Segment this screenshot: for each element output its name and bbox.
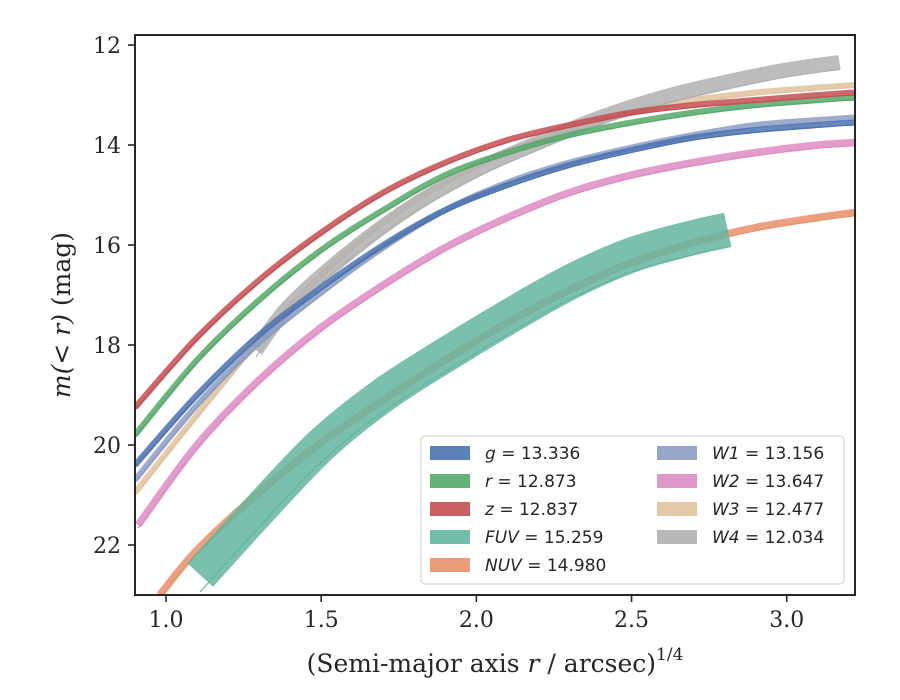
legend-entry-fuv: FUV = 15.259 (430, 528, 603, 548)
legend-label: W1 = 13.156 (712, 444, 824, 464)
y-tick-label: 18 (93, 334, 121, 359)
legend-box (420, 435, 845, 585)
series-r-edge (135, 99, 855, 438)
series-w2-band (135, 138, 855, 529)
y-axis-ticks: 12 14 16 18 20 22 (93, 34, 135, 559)
legend-label: z = 12.837 (484, 500, 578, 520)
series-w2-line (135, 138, 855, 528)
legend-entry-r: r = 12.873 (430, 472, 577, 492)
series-g-line (135, 119, 855, 467)
y-tick-label: 12 (93, 34, 121, 59)
legend-label: W3 = 12.477 (712, 500, 824, 520)
series-w1-band (135, 114, 855, 483)
series-z-edge (135, 94, 855, 411)
series-g-band (135, 119, 855, 468)
series-w2-edge (137, 145, 855, 529)
legend-entry-w1: W1 = 13.156 (657, 444, 824, 464)
legend-entry-w2: W2 = 13.647 (657, 472, 824, 492)
legend-swatch (657, 446, 697, 460)
series-z-band (135, 89, 855, 411)
series-g-edge (135, 124, 855, 468)
series-w4-edge (255, 68, 840, 358)
legend-label: W4 = 12.034 (712, 528, 824, 548)
legend-swatch (430, 558, 470, 572)
x-tick-label: 1.5 (304, 608, 339, 633)
legend-swatch (430, 530, 470, 544)
y-tick-label: 22 (93, 534, 121, 559)
y-tick-label: 20 (93, 434, 121, 459)
legend-label: NUV = 14.980 (485, 556, 606, 576)
legend-swatch (657, 530, 697, 544)
legend-swatch (657, 474, 697, 488)
legend-swatch (430, 502, 470, 516)
x-axis-ticks: 1.0 1.5 2.0 2.5 3.0 (149, 595, 804, 633)
y-tick-label: 14 (93, 134, 121, 159)
series-z-line (135, 89, 855, 410)
legend-swatch (430, 474, 470, 488)
legend-label: r = 12.873 (485, 472, 577, 492)
series-fuv-band (187, 212, 732, 593)
legend-entry-nuv: NUV = 14.980 (430, 556, 606, 576)
legend-entry-w4: W4 = 12.034 (657, 528, 824, 548)
x-axis-label: (Semi-major axis r / arcsec)1/4 (307, 645, 684, 678)
legend-label: g = 13.336 (485, 444, 580, 464)
series-r-band (135, 94, 855, 438)
plot-frame (134, 34, 856, 596)
series-fuv-line (187, 212, 732, 587)
series-w1-line (135, 114, 855, 482)
x-tick-label: 1.0 (149, 608, 184, 633)
legend-entry-g: g = 13.336 (430, 444, 580, 464)
series-curves (135, 55, 855, 595)
y-tick-label: 16 (93, 234, 121, 259)
series-fuv-edge (199, 246, 728, 593)
x-tick-label: 3.0 (769, 608, 804, 633)
legend-entry-w3: W3 = 12.477 (657, 500, 824, 520)
x-tick-label: 2.5 (614, 608, 649, 633)
legend-entry-z: z = 12.837 (430, 500, 578, 520)
series-w1-edge (135, 119, 855, 483)
series-r-line (135, 94, 855, 437)
legend-label: FUV = 15.259 (485, 528, 603, 548)
x-tick-label: 2.0 (459, 608, 494, 633)
y-axis-label: m(< r) (mag) (47, 232, 76, 398)
legend-swatch (430, 446, 470, 460)
legend-label: W2 = 13.647 (712, 472, 824, 492)
legend: g = 13.336 r = 12.873 z = 12.837 FUV = 15.2… (420, 435, 845, 585)
legend-swatch (657, 502, 697, 516)
